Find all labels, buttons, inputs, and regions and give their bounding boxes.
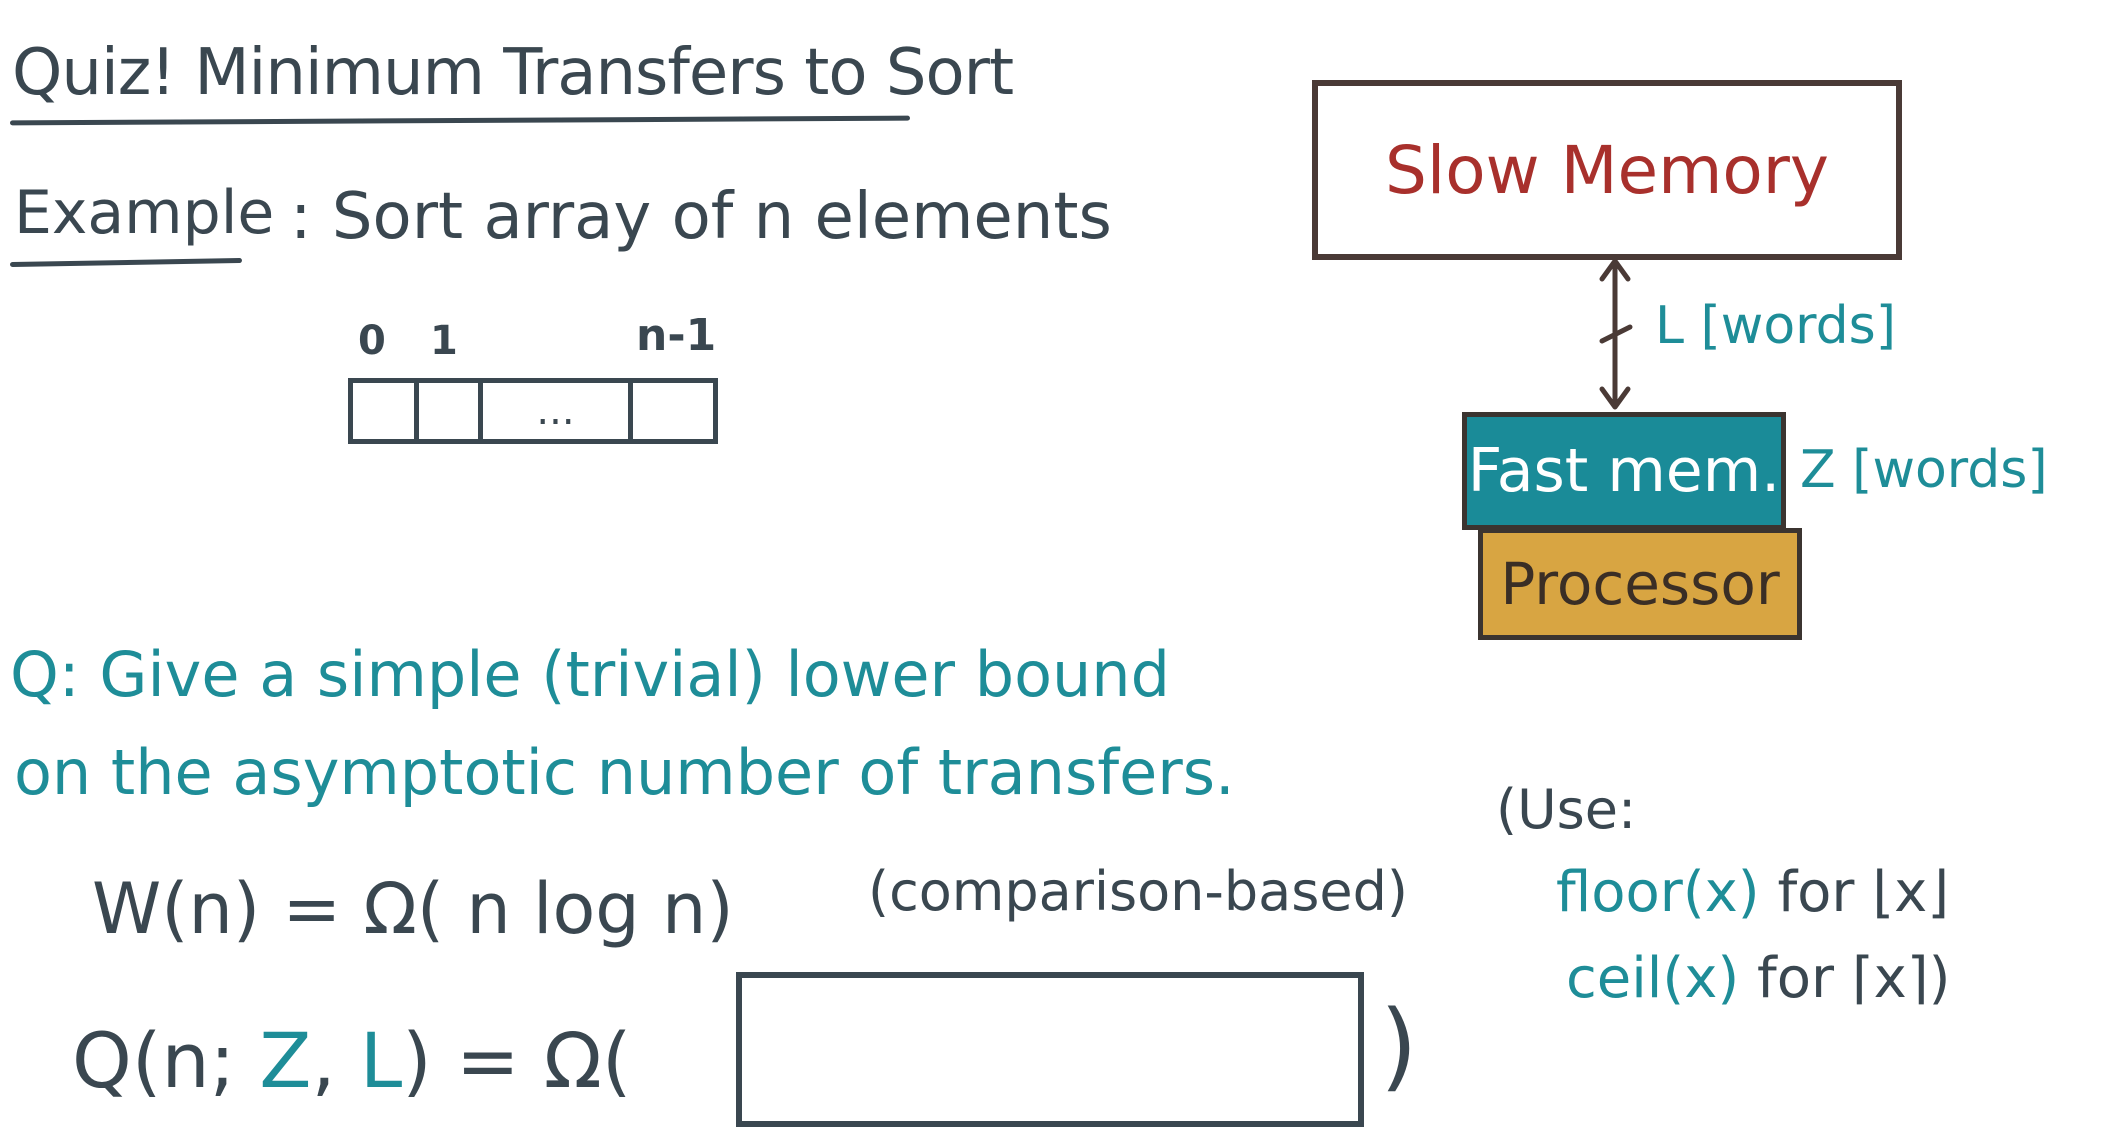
transfers-prefix: Q(n; <box>72 1016 260 1105</box>
processor-box: Processor <box>1478 528 1802 640</box>
question-line-1: Q: Give a simple (trivial) lower bound <box>10 638 1170 711</box>
fast-memory-label: Fast mem. <box>1467 436 1781 506</box>
array-cell <box>633 383 713 439</box>
array-cell-ellipsis: ... <box>483 383 633 439</box>
array-diagram: ... <box>348 378 718 444</box>
ceil-symbol: ⌈x⌉ <box>1851 946 1929 1011</box>
work-note: (comparison-based) <box>868 860 1408 923</box>
transfer-arrow-icon <box>1599 258 1633 410</box>
title-underline <box>9 115 911 126</box>
array-index-n-minus-1: n-1 <box>636 310 717 361</box>
answer-input-box[interactable] <box>736 972 1364 1127</box>
slow-memory-label: Slow Memory <box>1385 131 1829 209</box>
array-index-1: 1 <box>430 318 458 364</box>
use-note-floor: floor(x) for ⌊x⌋ <box>1556 860 1949 925</box>
work-equation: W(n) = Ω( n log n) <box>92 868 734 950</box>
transfers-suffix: ) = Ω( <box>402 1016 632 1105</box>
example-label: Example <box>14 178 275 248</box>
close-paren: ) <box>1380 990 1418 1102</box>
ceil-for: for <box>1739 946 1852 1011</box>
slow-memory-box: Slow Memory <box>1312 80 1902 260</box>
transfer-size-label: L [words] <box>1655 296 1896 356</box>
floor-for: for <box>1759 860 1873 925</box>
use-note-label: (Use: <box>1496 778 1637 841</box>
example-text: : Sort array of n elements <box>290 180 1112 254</box>
fast-memory-box: Fast mem. <box>1462 412 1786 530</box>
floor-symbol: ⌊x⌋ <box>1872 860 1950 925</box>
transfers-equation: Q(n; Z, L) = Ω( <box>72 1016 632 1105</box>
transfers-z: Z <box>259 1016 312 1105</box>
fast-memory-size-label: Z [words] <box>1800 440 2048 500</box>
processor-label: Processor <box>1500 550 1780 618</box>
array-cell <box>353 383 419 439</box>
array-index-0: 0 <box>358 318 386 364</box>
transfers-l: L <box>359 1016 403 1105</box>
ceil-code: ceil(x) <box>1566 946 1740 1011</box>
question-line-2: on the asymptotic number of transfers. <box>14 736 1235 809</box>
quiz-title: Quiz! Minimum Transfers to Sort <box>12 36 1014 110</box>
use-note-ceil: ceil(x) for ⌈x⌉) <box>1566 946 1951 1011</box>
example-underline <box>9 257 243 268</box>
transfers-comma: , <box>311 1016 360 1105</box>
floor-code: floor(x) <box>1556 860 1760 925</box>
ellipsis: ... <box>536 388 575 434</box>
use-note-close: ) <box>1928 946 1951 1011</box>
array-cell <box>419 383 483 439</box>
